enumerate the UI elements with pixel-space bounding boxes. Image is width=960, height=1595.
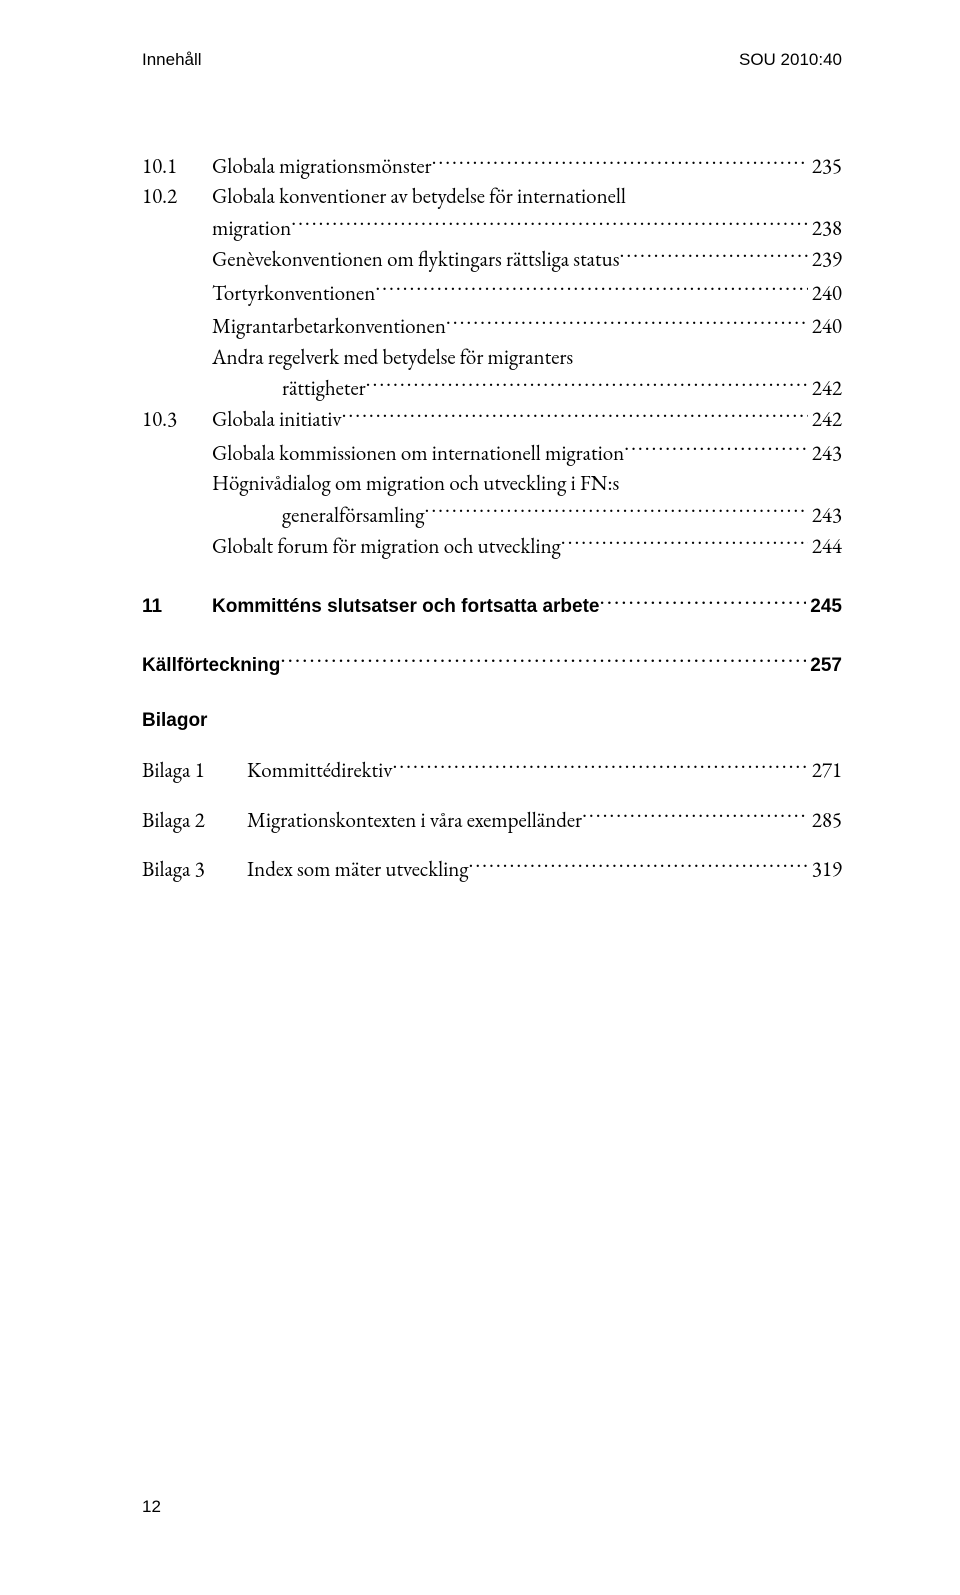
toc-page: 235 — [808, 153, 842, 181]
running-head: Innehåll SOU 2010:40 — [142, 50, 842, 70]
toc-number: Bilaga 2 — [142, 807, 247, 835]
toc-number: 10.3 — [142, 406, 212, 434]
toc-leader — [291, 212, 808, 235]
toc-label: Index som mäter utveckling — [247, 856, 469, 884]
toc-label: Kommitténs slutsatser och fortsatta arbe… — [212, 594, 600, 620]
toc-label: Högnivådialog om migration och utvecklin… — [212, 470, 619, 498]
toc-leader — [432, 150, 808, 173]
toc-entry-heading: Källförteckning 257 — [142, 650, 842, 679]
toc-page: 243 — [808, 502, 842, 530]
toc-label: Kommittédirektiv — [247, 757, 392, 785]
toc-label: Andra regelverk med betydelse för migran… — [212, 344, 573, 372]
toc-page: 238 — [808, 215, 842, 243]
toc-entry: Globala kommissionen om internationell m… — [142, 437, 842, 468]
running-head-right: SOU 2010:40 — [739, 50, 842, 70]
toc-label: rättigheter — [282, 375, 366, 403]
toc-label: Globala initiativ — [212, 406, 342, 434]
toc-leader — [375, 277, 807, 300]
toc-leader — [342, 403, 808, 426]
toc-label: migration — [212, 215, 291, 243]
toc-label: Globala konventioner av betydelse för in… — [212, 183, 626, 211]
toc-leader — [582, 804, 808, 827]
toc-entry: 10.1 Globala migrationsmönster 235 — [142, 150, 842, 181]
toc-number: 10.1 — [142, 153, 212, 181]
toc-entry: Genèvekonventionen om flyktingars rättsl… — [142, 243, 842, 274]
toc-leader — [446, 310, 808, 333]
toc-page: 271 — [808, 757, 842, 785]
toc-label: Globalt forum för migration och utveckli… — [212, 533, 561, 561]
toc-entry: Högnivådialog om migration och utvecklin… — [142, 470, 842, 530]
toc-entry: Globalt forum för migration och utveckli… — [142, 530, 842, 561]
toc-entry: Bilaga 3 Index som mäter utveckling 319 — [142, 853, 842, 884]
toc-entry: 10.2 Globala konventioner av betydelse f… — [142, 183, 842, 243]
toc-page: 245 — [806, 594, 842, 620]
toc-leader — [469, 853, 808, 876]
running-head-left: Innehåll — [142, 50, 202, 70]
toc-number: 11 — [142, 594, 212, 620]
toc-label: Globala kommissionen om internationell m… — [212, 440, 624, 468]
toc-page: 240 — [808, 280, 842, 308]
toc-number: Bilaga 1 — [142, 757, 247, 785]
toc-leader — [600, 591, 807, 612]
toc-page: 285 — [808, 807, 842, 835]
toc-entry: Bilaga 2 Migrationskontexten i våra exem… — [142, 804, 842, 835]
toc-entry: 10.3 Globala initiativ 242 — [142, 403, 842, 434]
toc-page: 240 — [808, 313, 842, 341]
toc-label: generalförsamling — [282, 502, 425, 530]
toc-leader — [561, 530, 808, 553]
toc-leader — [392, 754, 807, 777]
toc-label: Migrationskontexten i våra exempelländer — [247, 807, 582, 835]
toc-label: Migrantarbetarkonventionen — [212, 313, 446, 341]
toc-page: 243 — [808, 440, 842, 468]
toc-label: Tortyrkonventionen — [212, 280, 375, 308]
toc-page: 319 — [808, 856, 842, 884]
toc-label: Globala migrationsmönster — [212, 153, 432, 181]
table-of-contents: 10.1 Globala migrationsmönster 235 10.2 … — [142, 150, 842, 884]
toc-entry: Bilaga 1 Kommittédirektiv 271 — [142, 754, 842, 785]
page: Innehåll SOU 2010:40 10.1 Globala migrat… — [0, 0, 960, 1595]
toc-entry: Tortyrkonventionen 240 — [142, 277, 842, 308]
toc-entry: Andra regelverk med betydelse för migran… — [142, 344, 842, 404]
toc-leader — [620, 243, 808, 266]
toc-leader — [425, 499, 808, 522]
toc-leader — [366, 372, 808, 395]
toc-entry-heading: 11 Kommitténs slutsatser och fortsatta a… — [142, 591, 842, 620]
toc-page: 242 — [808, 375, 842, 403]
toc-leader — [280, 650, 806, 671]
toc-page: 239 — [808, 246, 842, 274]
toc-section-heading: Bilagor — [142, 708, 842, 734]
toc-label: Genèvekonventionen om flyktingars rättsl… — [212, 246, 620, 274]
toc-number: 10.2 — [142, 183, 212, 211]
toc-number: Bilaga 3 — [142, 856, 247, 884]
page-number: 12 — [142, 1497, 161, 1517]
toc-page: 257 — [806, 653, 842, 679]
toc-label: Källförteckning — [142, 653, 280, 679]
toc-entry: Migrantarbetarkonventionen 240 — [142, 310, 842, 341]
toc-page: 242 — [808, 406, 842, 434]
toc-leader — [624, 437, 808, 460]
toc-page: 244 — [808, 533, 842, 561]
